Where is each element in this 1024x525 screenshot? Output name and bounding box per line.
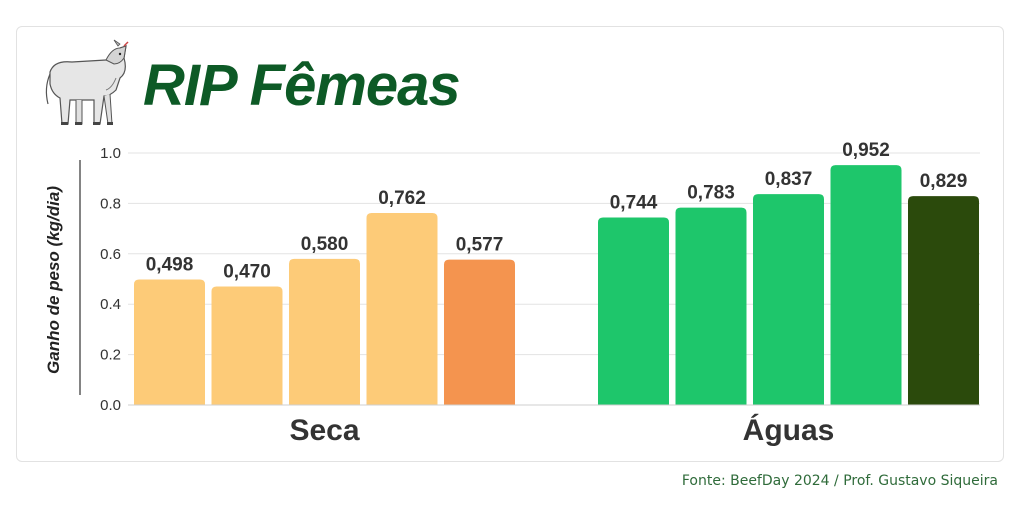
bar: [753, 194, 824, 405]
y-tick-label: 0.6: [100, 246, 121, 263]
bar: [598, 217, 669, 405]
y-tick-label: 0.4: [100, 296, 121, 313]
y-tick-label: 0.0: [100, 397, 121, 414]
data-label: 0,952: [842, 140, 890, 161]
data-label: 0,498: [146, 255, 194, 276]
y-tick-label: 1.0: [100, 145, 121, 162]
data-label: 0,762: [378, 188, 426, 209]
bar: [211, 286, 283, 405]
data-label: 0,470: [223, 262, 271, 283]
data-label: 0,837: [765, 169, 813, 190]
data-label: 0,783: [687, 183, 735, 204]
data-label: 0,829: [920, 171, 968, 192]
chart-title: RIP Fêmeas: [143, 53, 461, 118]
bar: [289, 258, 360, 405]
source-note: Fonte: BeefDay 2024 / Prof. Gustavo Siqu…: [681, 473, 998, 489]
data-label: 0,744: [610, 193, 658, 214]
bar: [444, 259, 515, 405]
bar: [134, 279, 205, 405]
y-tick-label: 0.8: [100, 195, 121, 212]
y-tick-label: 0.2: [100, 347, 121, 364]
cow-icon: [40, 38, 130, 130]
group-label: Seca: [289, 414, 359, 447]
bar: [908, 196, 979, 405]
bar: [830, 165, 902, 405]
group-label: Águas: [743, 413, 835, 447]
bar: [675, 207, 747, 405]
data-label: 0,577: [456, 235, 504, 256]
bar: [366, 212, 438, 405]
data-label: 0,580: [301, 234, 349, 255]
